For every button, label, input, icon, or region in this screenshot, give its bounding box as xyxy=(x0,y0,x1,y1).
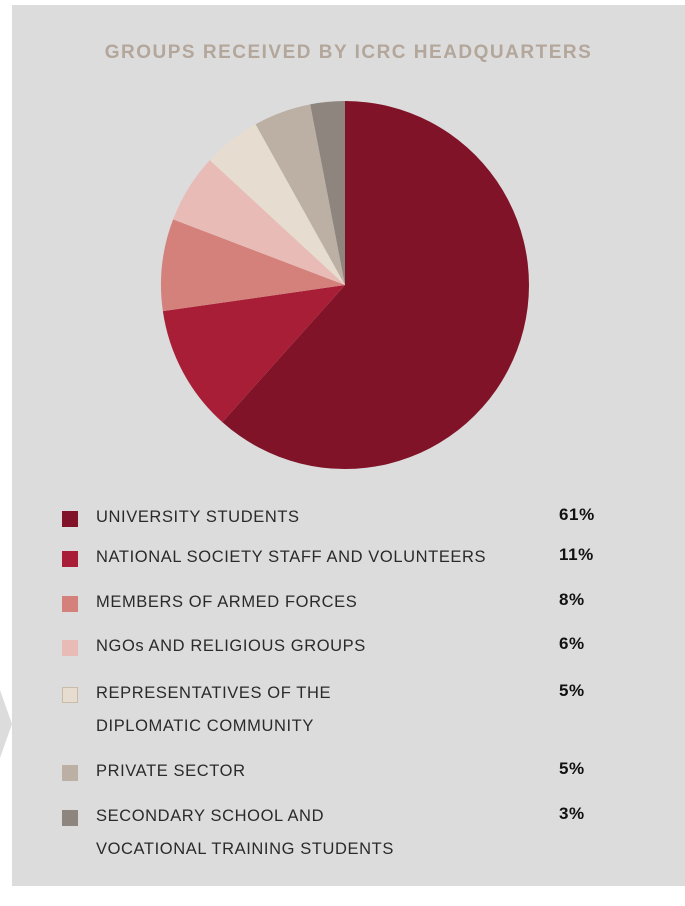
legend-swatch xyxy=(62,551,78,567)
legend-percentage: 6% xyxy=(559,634,585,653)
legend-percentage: 8% xyxy=(559,590,585,609)
panel-pointer-tab xyxy=(0,690,12,758)
legend-label-line: DIPLOMATIC COMMUNITY xyxy=(96,717,314,735)
pie-slice-4 xyxy=(209,124,345,285)
legend-label-line: REPRESENTATIVES OF THE xyxy=(96,684,332,702)
legend-percentage: 11% xyxy=(559,545,594,564)
legend-swatch xyxy=(62,687,78,703)
legend-label: SECONDARY SCHOOL AND VOCATIONAL TRAINING … xyxy=(96,800,526,866)
chart-title: GROUPS RECEIVED BY ICRC HEADQUARTERS xyxy=(104,42,593,63)
legend-label-line: SECONDARY SCHOOL AND xyxy=(96,807,325,825)
legend-label-line: NGOs AND RELIGIOUS GROUPS xyxy=(96,637,366,655)
legend-percentage: 3% xyxy=(559,804,585,823)
pie-slice-1 xyxy=(162,285,345,423)
legend-label: UNIVERSITY STUDENTS xyxy=(96,501,526,534)
legend-label: NATIONAL SOCIETY STAFF AND VOLUNTEERS xyxy=(96,541,526,574)
pie-slice-5 xyxy=(255,104,345,285)
legend-label: MEMBERS OF ARMED FORCES xyxy=(96,586,526,619)
legend-swatch xyxy=(62,511,78,527)
legend-swatch xyxy=(62,596,78,612)
legend-label: NGOs AND RELIGIOUS GROUPS xyxy=(96,630,526,663)
pie-slice-6 xyxy=(310,101,345,285)
legend-label: REPRESENTATIVES OF THE DIPLOMATIC COMMUNI… xyxy=(96,677,526,743)
legend-label-line: MEMBERS OF ARMED FORCES xyxy=(96,593,358,611)
pie-slice-0 xyxy=(222,101,529,469)
pie-slice-3 xyxy=(173,160,345,285)
legend-label-line: NATIONAL SOCIETY STAFF AND VOLUNTEERS xyxy=(96,548,487,566)
legend-swatch xyxy=(62,810,78,826)
legend-percentage: 61% xyxy=(559,505,595,524)
legend-label-line: UNIVERSITY STUDENTS xyxy=(96,508,300,526)
pie-slice-2 xyxy=(160,219,345,312)
legend-percentage: 5% xyxy=(559,759,585,778)
legend-label: PRIVATE SECTOR xyxy=(96,755,526,788)
legend-label-line: VOCATIONAL TRAINING STUDENTS xyxy=(96,840,394,858)
legend-swatch xyxy=(62,640,78,656)
legend-swatch xyxy=(62,765,78,781)
legend-percentage: 5% xyxy=(559,681,585,700)
legend-label-line: PRIVATE SECTOR xyxy=(96,762,246,780)
